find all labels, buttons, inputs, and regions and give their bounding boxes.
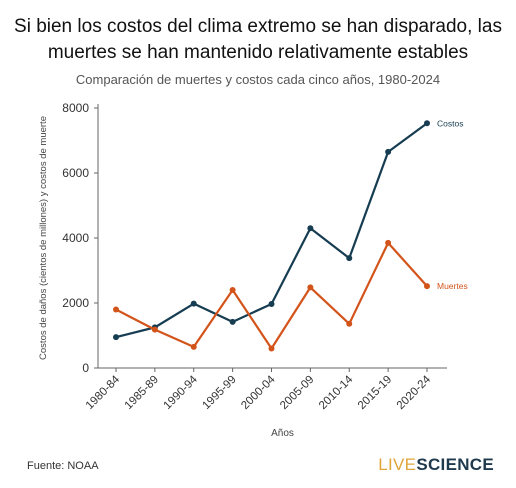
data-point-muertes (190, 343, 197, 350)
x-tick-label: 2015-19 (356, 374, 394, 412)
data-point-muertes (307, 284, 314, 291)
data-point-muertes (113, 306, 119, 313)
data-point-muertes (385, 239, 392, 246)
y-axis-title: Costos de daños (cientos de millones) y … (38, 116, 49, 360)
x-tick-label: 2000-04 (239, 373, 278, 412)
x-tick-label: 2020-24 (395, 373, 434, 412)
data-point-muertes (151, 326, 158, 333)
y-tick-label: 0 (82, 361, 89, 375)
data-point-costos (113, 334, 119, 341)
chart-title-line-1: Si bien los costos del clima extremo se … (14, 16, 502, 37)
data-point-muertes (424, 283, 430, 290)
data-point-muertes (346, 320, 353, 327)
chart-title: Si bien los costos del clima extremo se … (0, 14, 516, 66)
chart-subtitle: Comparación de muertes y costos cada cin… (75, 72, 441, 87)
x-axis-title: Años (271, 428, 294, 439)
y-tick-label: 8000 (62, 101, 89, 115)
series-label-costos: Costos (437, 118, 463, 128)
livescience-logo: LIVESCIENCE (378, 455, 494, 474)
data-point-costos (229, 318, 236, 325)
data-point-costos (424, 120, 430, 127)
source-note: Fuente: NOAA (27, 460, 99, 472)
y-tick-label: 2000 (62, 296, 89, 310)
data-point-muertes (268, 345, 275, 352)
data-point-costos (268, 300, 275, 307)
data-point-costos (190, 300, 197, 307)
y-tick-label: 4000 (62, 231, 89, 245)
x-tick-label: 1985-89 (123, 374, 161, 412)
chart-title-line-2: muertes se han mantenido relativamente e… (47, 42, 469, 63)
data-point-costos (346, 255, 353, 262)
x-tick-label: 2005-09 (278, 374, 316, 412)
series-line-muertes (115, 241, 428, 350)
data-point-costos (385, 148, 392, 155)
data-point-costos (307, 225, 314, 232)
x-tick-label: 2010-14 (317, 373, 356, 412)
series-label-muertes: Muertes (437, 281, 468, 291)
x-tick-label: 1990-94 (162, 373, 201, 412)
x-tick-label: 1980-84 (84, 373, 123, 412)
x-tick-label: 1995-99 (200, 374, 238, 412)
y-tick-label: 6000 (62, 166, 89, 180)
data-point-muertes (229, 287, 236, 293)
